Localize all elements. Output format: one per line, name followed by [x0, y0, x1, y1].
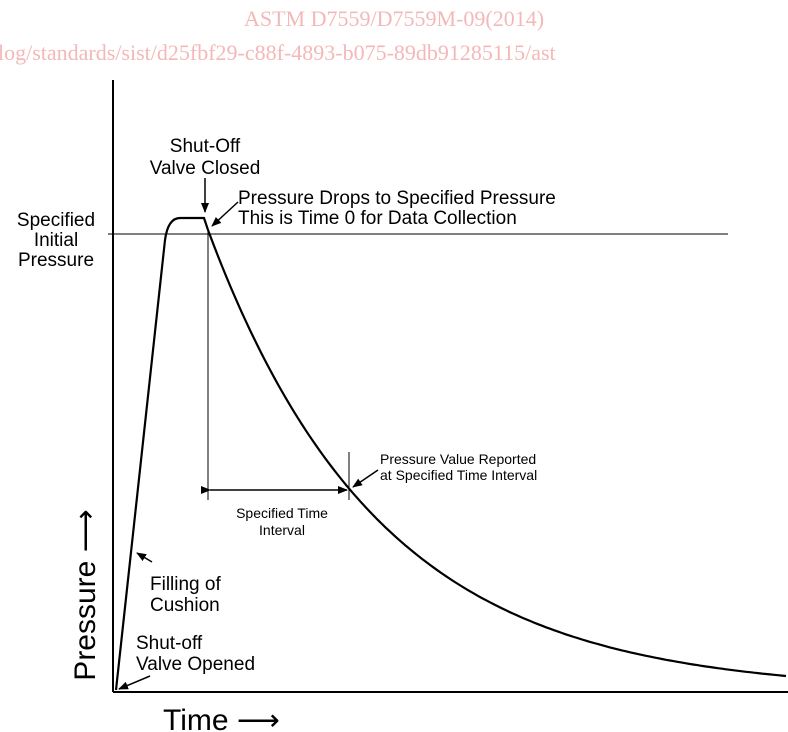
label: Specified: [17, 210, 95, 231]
label: Valve Opened: [136, 654, 255, 675]
label: Filling of: [150, 574, 221, 595]
label: Shut-off: [136, 633, 203, 654]
pressure-curve: [114, 216, 787, 691]
x-axis-label: Time ⟶: [163, 704, 280, 732]
label: This is Time 0 for Data Collection: [238, 208, 517, 229]
label: Pressure Value Reported: [380, 451, 536, 467]
label: Specified Time: [236, 505, 328, 521]
label: Pressure Drops to Specified Pressure: [238, 188, 556, 209]
label: Valve Closed: [150, 158, 261, 179]
watermark-title: ASTM D7559/D7559M-09(2014): [244, 6, 544, 31]
arrow: [118, 675, 151, 690]
arrow: [136, 552, 153, 563]
y-axis-label: Pressure ⟶: [69, 509, 102, 680]
arrow: [352, 469, 379, 488]
label: at Specified Time Interval: [380, 467, 537, 483]
label: Cushion: [150, 595, 220, 616]
label: Initial: [34, 230, 78, 251]
arrow: [211, 201, 239, 227]
label: Shut-Off: [170, 136, 241, 157]
watermark-url: log/standards/sist/d25fbf29-c88f-4893-b0…: [0, 40, 556, 65]
label: Interval: [259, 522, 305, 538]
label: Pressure: [18, 250, 94, 271]
